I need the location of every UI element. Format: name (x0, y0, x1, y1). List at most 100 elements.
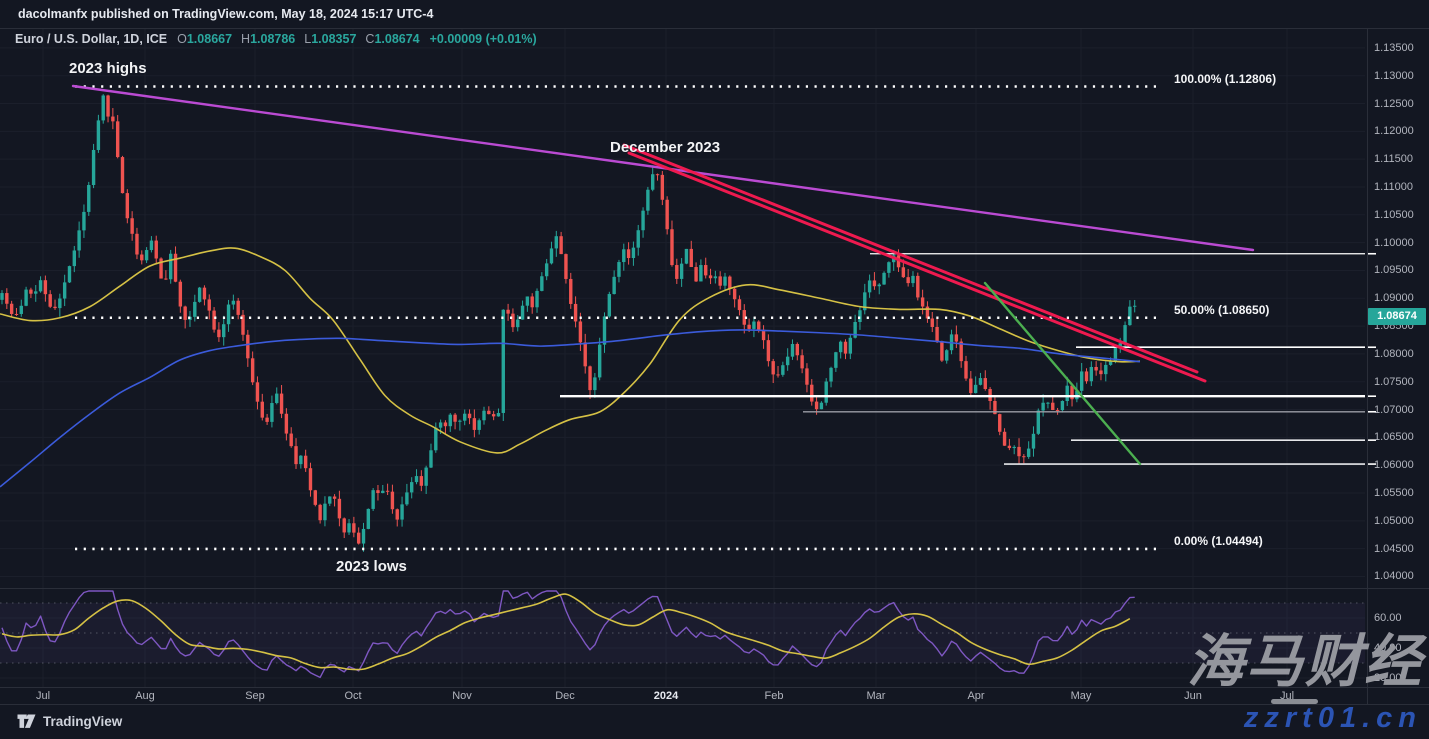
candle-body (14, 313, 19, 315)
candle-body (125, 193, 130, 219)
candle-body (106, 95, 110, 117)
candle-body (824, 381, 828, 403)
candle-body (29, 289, 33, 294)
candle-body (583, 342, 587, 367)
candle-body (911, 275, 915, 284)
candle-body (222, 324, 226, 338)
candle-body (978, 378, 983, 385)
price-axis-label: 1.11500 (1374, 153, 1413, 166)
candle-body (867, 280, 872, 293)
price-axis-label: 1.07500 (1374, 375, 1414, 388)
candle-body (376, 490, 380, 494)
candle-body (491, 414, 496, 417)
candle-body (202, 287, 207, 300)
candle-body (130, 218, 134, 234)
candle-body (593, 377, 597, 391)
candle-body (723, 276, 727, 286)
candle-body (713, 276, 718, 279)
candle-body (279, 393, 284, 414)
candle-body (255, 382, 260, 402)
candle-body (626, 249, 631, 259)
candle-body (111, 116, 115, 122)
candle-body (887, 262, 891, 273)
candle-body (303, 455, 308, 469)
candle-body (573, 303, 578, 322)
candle-body (448, 414, 452, 427)
candle-body (140, 254, 144, 261)
symbol-header[interactable]: Euro / U.S. Dollar, 1D, ICE O1.08667 H1.0… (15, 31, 537, 47)
time-axis-label: May (1070, 690, 1092, 702)
candle-body (284, 413, 289, 434)
candle-body (578, 321, 583, 343)
candle-body (983, 378, 987, 390)
candle-body (549, 248, 554, 264)
candle-body (973, 384, 978, 394)
candle-body (1118, 343, 1122, 348)
candle-body (1007, 445, 1012, 449)
candle-body (24, 289, 28, 306)
candle-body (805, 368, 809, 385)
candle-body (646, 189, 650, 211)
footer-brand[interactable]: TradingView (17, 714, 122, 729)
rsi-ma-line (1, 593, 1131, 671)
candle-body (43, 280, 48, 295)
candle-body (829, 367, 833, 382)
candle-body (520, 305, 525, 320)
candle-body (419, 476, 424, 486)
candle-body (197, 287, 202, 302)
candle-body (1046, 402, 1050, 404)
candle-body (622, 249, 626, 263)
candle-body (597, 344, 602, 378)
candle-body (72, 250, 76, 267)
time-axis-label: Nov (452, 690, 472, 702)
candle-body (689, 248, 693, 268)
candle-body (1017, 446, 1021, 457)
candle-body (535, 290, 539, 308)
candle-body (631, 247, 636, 259)
candle-body (135, 233, 139, 255)
candle-body (1036, 410, 1040, 434)
candle-body (1031, 433, 1036, 449)
price-axis-label: 1.13000 (1374, 69, 1414, 82)
candle-body (1026, 448, 1031, 457)
candle-body (1099, 370, 1103, 375)
candle-body (501, 309, 505, 413)
sma-fast-yellow (0, 247, 1141, 454)
candle-body (660, 174, 665, 200)
candle-body (1002, 431, 1007, 446)
candle-body (530, 296, 534, 308)
candle-body (395, 509, 399, 520)
trendline-april-may-downtrend (983, 281, 1142, 466)
candle-body (410, 482, 414, 493)
candle-body (848, 337, 853, 354)
symbol-title: Euro / U.S. Dollar, 1D, ICE (15, 32, 168, 46)
candle-body (477, 420, 481, 430)
candle-body (154, 240, 158, 259)
candle-body (694, 267, 698, 282)
fib-level-label: 50.00% (1.08650) (1174, 302, 1270, 317)
candle-body (858, 310, 862, 322)
timescale-scrollbar[interactable] (1271, 699, 1318, 704)
fib-level-label: 100.00% (1.12806) (1174, 71, 1277, 86)
candle-body (38, 280, 43, 292)
candle-body (149, 240, 154, 251)
candle-body (226, 304, 231, 325)
candle-body (559, 236, 563, 255)
candle-body (48, 294, 52, 307)
candle-body (1084, 371, 1089, 382)
time-axis-label: Sep (245, 690, 265, 702)
candle-body (940, 341, 944, 361)
candle-body (496, 412, 501, 417)
sma-slow-blue (0, 329, 1141, 488)
candle-body (511, 313, 515, 328)
candle-body (371, 490, 375, 509)
tradingview-logo-text: TradingView (43, 714, 123, 729)
candle-body (612, 276, 616, 295)
candle-body (732, 288, 737, 300)
annotation-december-2023: December 2023 (610, 139, 721, 156)
ohlc-pair: H1.08786 (241, 32, 296, 46)
candle-body (843, 341, 848, 354)
time-axis-label: Apr (967, 690, 985, 702)
